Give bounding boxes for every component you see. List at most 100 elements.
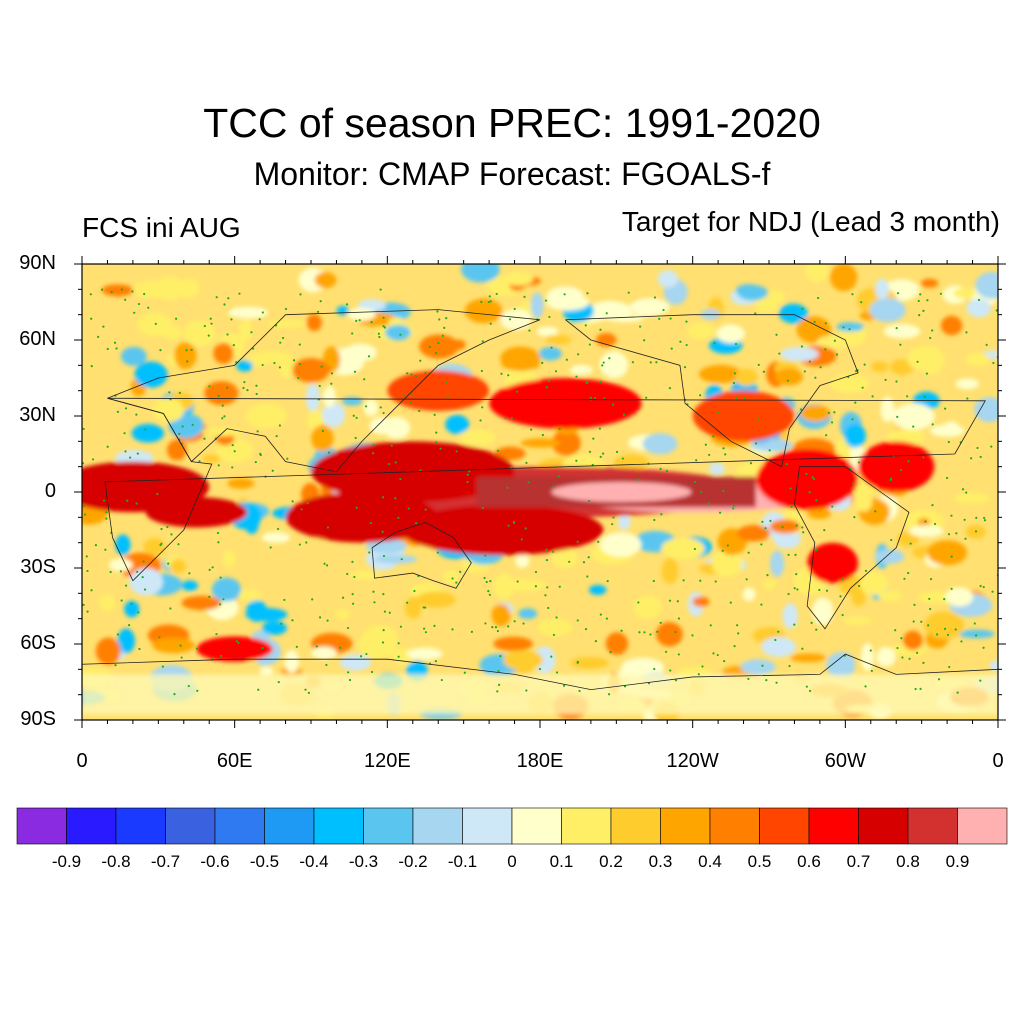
- field-patch: [551, 482, 692, 502]
- significance-dot: [825, 589, 829, 592]
- left-label: FCS ini AUG: [82, 212, 241, 243]
- significance-dot: [271, 469, 274, 472]
- significance-dot: [256, 430, 259, 433]
- significance-dot: [808, 360, 811, 363]
- significance-dot: [480, 369, 483, 373]
- colorbar-swatch: [462, 807, 513, 845]
- field-patch: [698, 364, 742, 384]
- significance-dot: [488, 295, 491, 298]
- significance-dot: [979, 679, 982, 682]
- significance-dot: [210, 322, 213, 325]
- colorbar-swatch: [66, 807, 117, 845]
- significance-dot: [691, 634, 694, 637]
- significance-dot: [445, 317, 448, 320]
- significance-dot: [937, 678, 941, 681]
- right-label: Target for NDJ (Lead 3 month): [621, 206, 1000, 237]
- colorbar-label: 0.8: [896, 852, 920, 871]
- significance-dot: [173, 693, 176, 696]
- field-patch: [143, 537, 166, 557]
- plot-title: TCC of season PREC: 1991-2020: [203, 100, 821, 146]
- significance-dot: [217, 541, 220, 544]
- significance-dot: [233, 450, 236, 453]
- field-patch: [489, 378, 642, 429]
- significance-dot: [588, 343, 591, 346]
- colorbar-swatch: [709, 807, 760, 845]
- significance-dot: [177, 543, 180, 546]
- significance-dot: [907, 460, 910, 463]
- significance-dot: [135, 413, 138, 416]
- significance-dot: [558, 585, 561, 588]
- significance-dot: [983, 519, 987, 522]
- colorbar-swatch: [858, 807, 909, 845]
- significance-dot: [489, 300, 492, 303]
- field-patch: [829, 373, 870, 393]
- significance-dot: [915, 651, 919, 655]
- significance-dot: [418, 409, 421, 412]
- field-patch: [661, 557, 679, 584]
- significance-dot: [466, 473, 469, 476]
- coastline: [371, 521, 472, 589]
- significance-dot: [131, 290, 134, 293]
- significance-dot: [367, 355, 371, 358]
- significance-dot: [712, 435, 715, 438]
- field-patch: [762, 579, 777, 590]
- significance-dot: [781, 526, 784, 529]
- significance-dot: [816, 296, 820, 300]
- significance-dot: [370, 670, 374, 674]
- significance-dot: [382, 629, 385, 632]
- significance-dot: [985, 343, 988, 346]
- field-patch: [124, 600, 140, 618]
- significance-dot: [137, 611, 140, 614]
- field-patch: [782, 603, 798, 629]
- significance-dot: [191, 423, 194, 426]
- field-patch: [874, 549, 905, 564]
- significance-dot: [977, 298, 981, 302]
- field-patch: [406, 647, 443, 660]
- significance-dot: [221, 417, 224, 420]
- field-patch: [213, 342, 234, 364]
- significance-dot: [226, 386, 229, 389]
- significance-dot: [524, 527, 527, 530]
- significance-dot: [745, 578, 748, 581]
- significance-dot: [979, 584, 982, 588]
- field-patch: [889, 359, 914, 376]
- field-patch: [633, 595, 662, 619]
- field-patch: [545, 294, 590, 311]
- significance-dot: [714, 580, 717, 583]
- significance-dot: [956, 691, 959, 694]
- field-patch: [500, 309, 532, 331]
- significance-dot: [721, 549, 724, 552]
- significance-dot: [198, 460, 201, 463]
- significance-dot: [869, 649, 872, 652]
- significance-dot: [764, 527, 767, 530]
- significance-dot: [578, 689, 581, 693]
- significance-dot: [900, 637, 903, 640]
- significance-dot: [801, 647, 804, 650]
- significance-dot: [946, 633, 950, 637]
- field-patch: [259, 666, 274, 676]
- significance-dot: [775, 681, 778, 684]
- field-patch: [692, 390, 795, 442]
- field-patch: [443, 569, 459, 585]
- field-patch: [323, 385, 336, 408]
- significance-dot: [788, 664, 791, 668]
- field-patch: [520, 438, 561, 448]
- significance-dot: [659, 621, 662, 624]
- significance-dot: [167, 562, 170, 565]
- significance-dot: [662, 308, 665, 312]
- x-tick-label: 120E: [363, 750, 411, 772]
- field-patch: [551, 548, 578, 569]
- field-patch: [953, 492, 990, 504]
- colorbar-label: -0.8: [101, 852, 131, 871]
- colorbar-label: -0.2: [398, 852, 428, 871]
- field-patch: [927, 540, 968, 566]
- significance-dot: [440, 678, 443, 682]
- significance-dot: [283, 598, 286, 602]
- significance-dot: [242, 386, 245, 390]
- significance-dot: [261, 363, 264, 367]
- significance-dot: [381, 496, 385, 499]
- significance-dot: [284, 307, 288, 311]
- significance-dot: [381, 641, 385, 644]
- significance-dot: [382, 593, 385, 596]
- field-patch: [790, 653, 827, 663]
